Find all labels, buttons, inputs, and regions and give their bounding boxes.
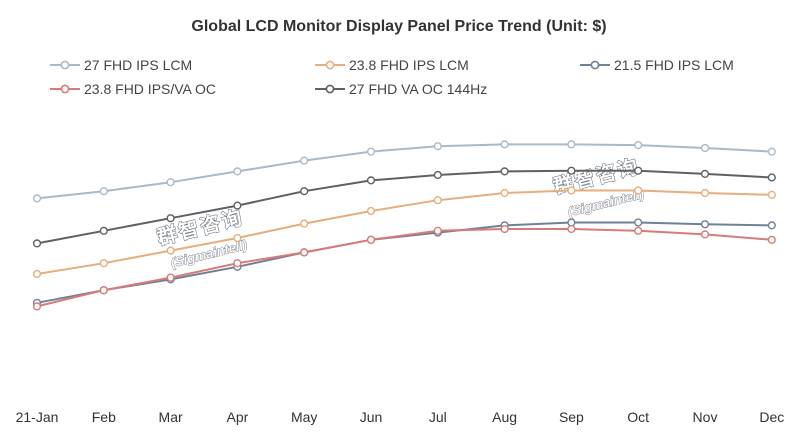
x-tick-label: Jul	[429, 409, 447, 425]
data-point[interactable]	[99, 259, 108, 268]
data-point[interactable]	[366, 147, 376, 156]
series-23-8-fhd-ips-va-oc	[32, 224, 776, 311]
data-point[interactable]	[166, 214, 175, 223]
data-point[interactable]	[500, 188, 509, 198]
data-point[interactable]	[567, 166, 576, 175]
legend-label: 23.8 FHD IPS/VA OC	[84, 81, 216, 97]
data-point[interactable]	[767, 147, 776, 156]
legend-item-27-fhd-ips-lcm[interactable]: 27 FHD IPS LCM	[50, 57, 192, 73]
x-tick-label: 21-Jan	[16, 409, 59, 425]
data-point[interactable]	[433, 226, 442, 235]
data-point[interactable]	[300, 187, 309, 196]
data-point[interactable]	[366, 206, 376, 216]
series-23-8-fhd-ips-lcm	[32, 186, 776, 279]
data-point[interactable]	[233, 201, 242, 210]
data-point[interactable]	[634, 141, 643, 150]
data-point[interactable]	[300, 156, 309, 165]
data-point[interactable]	[166, 178, 175, 187]
data-point[interactable]	[166, 273, 175, 282]
data-point[interactable]	[634, 226, 643, 235]
data-point[interactable]	[99, 226, 108, 235]
legend: 27 FHD IPS LCM 23.8 FHD IPS LCM 21.5 FHD I…	[50, 57, 734, 97]
legend-marker	[325, 84, 335, 94]
x-tick-label: Nov	[693, 409, 718, 425]
data-point[interactable]	[634, 218, 643, 227]
data-point[interactable]	[366, 176, 376, 185]
x-tick-label: Sep	[559, 409, 584, 425]
data-point[interactable]	[700, 188, 710, 198]
data-point[interactable]	[500, 167, 509, 176]
legend-marker	[590, 60, 600, 70]
data-point[interactable]	[233, 233, 242, 243]
data-point[interactable]	[32, 194, 42, 203]
series-line	[36, 189, 772, 275]
series-line	[36, 169, 772, 245]
series-27-fhd-ips-lcm	[32, 140, 776, 203]
data-point[interactable]	[567, 186, 576, 195]
legend-label: 27 FHD VA OC 144Hz	[349, 81, 487, 97]
legend-label: 21.5 FHD IPS LCM	[614, 57, 734, 73]
data-point[interactable]	[567, 224, 576, 234]
data-point[interactable]	[233, 259, 242, 268]
data-point[interactable]	[500, 140, 509, 149]
data-point[interactable]	[634, 166, 643, 175]
legend-label: 27 FHD IPS LCM	[84, 57, 192, 73]
legend-label: 23.8 FHD IPS LCM	[349, 57, 469, 73]
legend-marker	[325, 60, 335, 70]
series-line	[36, 228, 772, 308]
x-tick-label: Feb	[92, 409, 116, 425]
data-point[interactable]	[767, 221, 776, 230]
data-point[interactable]	[700, 169, 710, 179]
data-point[interactable]	[433, 170, 442, 180]
data-point[interactable]	[700, 143, 710, 153]
data-point[interactable]	[767, 235, 776, 244]
legend-item-23-8-fhd-ips-lcm[interactable]: 23.8 FHD IPS LCM	[315, 57, 469, 73]
series-27-fhd-va-oc-144hz	[32, 166, 776, 248]
data-point[interactable]	[433, 196, 442, 205]
data-point[interactable]	[233, 167, 242, 176]
x-tick-label: Dec	[759, 409, 784, 425]
data-point[interactable]	[166, 246, 175, 255]
chart-title: Global LCD Monitor Display Panel Price T…	[191, 18, 606, 35]
data-point[interactable]	[500, 224, 509, 234]
data-point[interactable]	[767, 173, 776, 182]
legend-marker	[60, 84, 70, 94]
legend-item-27-fhd-va-oc-144hz[interactable]: 27 FHD VA OC 144Hz	[315, 81, 487, 97]
data-point[interactable]	[32, 302, 42, 311]
x-tick-label: Aug	[492, 409, 517, 425]
legend-item-21-5-fhd-ips-lcm[interactable]: 21.5 FHD IPS LCM	[580, 57, 734, 73]
data-point[interactable]	[366, 235, 376, 244]
series-line	[36, 143, 772, 200]
x-axis: 21-Jan Feb Mar Apr May Jun Jul Aug Sep Oct Nov Dec	[16, 409, 785, 425]
x-tick-label: May	[291, 409, 317, 425]
data-point[interactable]	[767, 190, 776, 199]
data-point[interactable]	[700, 230, 710, 239]
x-tick-label: Oct	[627, 409, 649, 425]
x-tick-label: Apr	[227, 409, 249, 425]
legend-marker	[60, 60, 70, 70]
data-point[interactable]	[99, 187, 108, 196]
data-point[interactable]	[32, 239, 42, 248]
data-point[interactable]	[634, 186, 643, 195]
data-point[interactable]	[300, 219, 309, 228]
data-point[interactable]	[32, 269, 42, 279]
legend-item-23-8-fhd-ips-va-oc[interactable]: 23.8 FHD IPS/VA OC	[50, 81, 216, 97]
data-point[interactable]	[433, 142, 442, 151]
data-point[interactable]	[567, 218, 576, 227]
data-point[interactable]	[567, 140, 576, 149]
data-point[interactable]	[99, 286, 108, 295]
series-layer	[32, 140, 776, 311]
data-point[interactable]	[700, 220, 710, 229]
data-point[interactable]	[300, 248, 309, 257]
x-tick-label: Jun	[360, 409, 383, 425]
x-tick-label: Mar	[159, 409, 183, 425]
